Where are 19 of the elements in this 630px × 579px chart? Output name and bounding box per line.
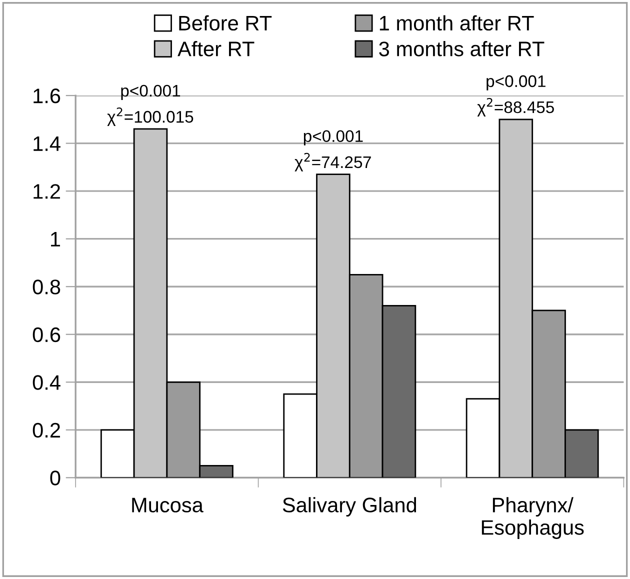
legend-label: 3 months after RT xyxy=(379,41,544,56)
y-tick-label: 1.6 xyxy=(34,88,60,104)
annotation: p<0.001 χ$^{2}$=74.257 xyxy=(294,130,371,172)
x-tick-label: Mucosa xyxy=(132,498,204,512)
legend-label: Before RT xyxy=(179,15,272,31)
y-tick-label: 0.6 xyxy=(32,327,60,342)
legend-label: 1 month after RT xyxy=(380,15,534,31)
y-tick-label: 1 xyxy=(51,232,60,246)
x-tick-label: Salivary Gland xyxy=(282,497,416,517)
y-tick-label: 0.2 xyxy=(32,422,60,438)
y-tick-label: 0.8 xyxy=(32,280,60,294)
x-tick-label: Pharynx/ Esophagus xyxy=(482,497,584,539)
y-tick-label: 1.2 xyxy=(34,184,60,199)
y-tick-label: 0 xyxy=(50,470,60,486)
y-tick-label: 1.4 xyxy=(34,136,60,151)
y-tick-label: 0.4 xyxy=(32,375,60,390)
annotation: p<0.001 χ$^{2}$=88.455 xyxy=(477,75,554,116)
legend-label: After RT xyxy=(178,41,254,56)
annotation: p<0.001 χ$^{2}$=100.015 xyxy=(107,84,194,126)
